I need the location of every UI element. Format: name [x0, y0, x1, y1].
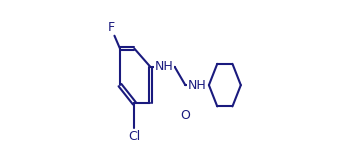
Text: NH: NH: [155, 60, 174, 73]
Text: O: O: [180, 109, 190, 122]
Text: NH: NH: [187, 79, 206, 92]
Text: F: F: [107, 21, 115, 34]
Text: Cl: Cl: [128, 130, 141, 143]
